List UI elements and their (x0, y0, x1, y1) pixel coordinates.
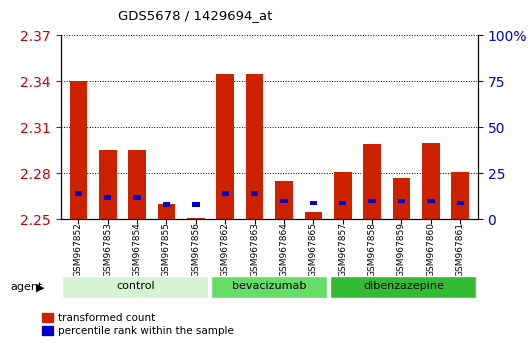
Text: GSM967863: GSM967863 (250, 222, 259, 277)
Bar (427, 199, 435, 204)
Text: GSM967853: GSM967853 (103, 222, 112, 277)
Bar (251, 192, 258, 196)
Text: bevacizumab: bevacizumab (232, 281, 306, 291)
Bar (222, 192, 229, 196)
Bar (393, 178, 410, 219)
Text: GDS5678 / 1429694_at: GDS5678 / 1429694_at (118, 9, 272, 22)
Bar (369, 199, 376, 204)
Bar (158, 204, 175, 219)
Text: dibenzazepine: dibenzazepine (363, 281, 444, 291)
Bar (422, 143, 440, 219)
Legend: transformed count, percentile rank within the sample: transformed count, percentile rank withi… (42, 313, 234, 336)
FancyBboxPatch shape (331, 275, 476, 298)
Bar (163, 202, 170, 207)
Bar (192, 202, 200, 207)
Bar (309, 201, 317, 205)
Bar (339, 201, 346, 205)
Text: GSM967852: GSM967852 (74, 222, 83, 277)
Bar (246, 74, 263, 219)
Text: GSM967862: GSM967862 (221, 222, 230, 277)
Text: control: control (116, 281, 155, 291)
Text: GSM967865: GSM967865 (309, 222, 318, 277)
Bar (457, 201, 464, 205)
Text: ▶: ▶ (36, 282, 45, 292)
Bar (99, 150, 117, 219)
Bar (134, 195, 141, 200)
Text: GSM967854: GSM967854 (133, 222, 142, 277)
Text: GSM967855: GSM967855 (162, 222, 171, 277)
FancyBboxPatch shape (211, 275, 327, 298)
Bar (216, 74, 234, 219)
Bar (128, 150, 146, 219)
Bar (70, 81, 87, 219)
Bar (398, 199, 405, 204)
Bar (363, 144, 381, 219)
Text: GSM967858: GSM967858 (367, 222, 376, 277)
Bar (74, 192, 82, 196)
Bar (334, 172, 352, 219)
Text: GSM967860: GSM967860 (426, 222, 436, 277)
Text: GSM967861: GSM967861 (456, 222, 465, 277)
Bar (104, 195, 111, 200)
Bar (451, 172, 469, 219)
FancyBboxPatch shape (62, 275, 208, 298)
Bar (280, 199, 288, 204)
Text: GSM967864: GSM967864 (279, 222, 288, 277)
Text: agent: agent (11, 282, 43, 292)
Text: GSM967856: GSM967856 (191, 222, 200, 277)
Bar (305, 212, 322, 219)
Text: GSM967859: GSM967859 (397, 222, 406, 277)
Bar (187, 218, 205, 219)
Text: GSM967857: GSM967857 (338, 222, 347, 277)
Bar (275, 181, 293, 219)
